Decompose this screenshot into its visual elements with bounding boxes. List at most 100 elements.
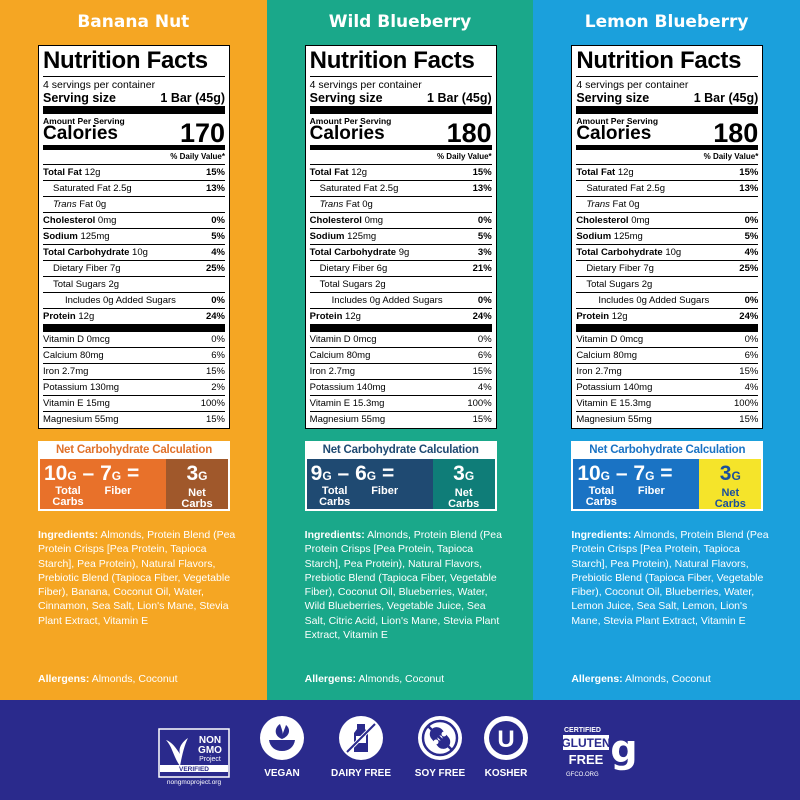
equals-sign: = [381,462,395,485]
ingredients-text: Ingredients: Almonds, Protein Blend (Pea… [38,528,238,628]
vitamin-row: Potassium 140mg 4% [576,380,759,396]
nutrient-dv: 13% [739,183,759,194]
gluten-line3: FREE [569,752,604,767]
net-carb-equation-text: 10G – 7G = [44,462,139,488]
vitamin-label: Vitamin E 15.3mg [309,398,385,409]
vitamin-label: Magnesium 55mg [576,414,652,425]
serving-size-row: Serving size 1 Bar (45g) [576,91,759,114]
nutrient-label: Includes 0g Added Sugars [65,295,176,306]
added-sugars-row: Includes 0g Added Sugars 0% [576,293,759,309]
nutrient-amount: 0mg [97,215,117,226]
vitamin-row: Iron 2.7mg 15% [43,364,225,380]
nutrient-label: Sodium [309,231,345,242]
net-carb-equation-text: 9G – 6G = [311,462,395,488]
nutrient-dv: 13% [205,183,225,194]
ingredients-text: Ingredients: Almonds, Protein Blend (Pea… [305,528,505,642]
ingredients-list: Almonds, Protein Blend (Pea Protein Cris… [304,529,502,642]
net-carb-result: 3G Net Carbs [166,459,228,510]
nutrient-label: Includes 0g Added Sugars [331,295,443,306]
net-carb-number: 3G [719,462,741,485]
total-carb-number: 10 [577,462,601,485]
calories-label: Calories [576,123,652,144]
gluten-certified: CERTIFIED [564,727,601,734]
gluten-free-badge: CERTIFIED GLUTEN FREE g GFCO.ORG [562,724,640,780]
vitamin-dv: 15% [472,366,492,377]
ingredients-label: Ingredients: [571,529,632,541]
total-carb-row: Total Carbohydrate 10g 4% [43,245,225,261]
net-carbs-label: Net Carbs [714,487,746,510]
allergens-list: Almonds, Coconut [356,673,445,685]
nutrient-label: Total Carbohydrate [43,247,130,258]
net-carbs-label: Net Carbs [181,487,213,510]
gluten-letter: g [610,727,637,771]
serving-size-value: 1 Bar (45g) [693,91,759,105]
flavor-title: Lemon Blueberry [584,12,749,32]
product-column-wild-blueberry: Wild Blueberry Nutrition Facts 4 serving… [266,0,534,700]
soybean-crossed-icon [418,716,462,760]
nutrient-amount: 12g [617,167,634,178]
nutrient-label: Cholesterol [309,215,362,226]
servings-per-container: 4 servings per container [576,79,689,91]
net-carb-equation: 10G – 7G = Total Carbs Fiber [573,459,700,509]
nutrient-amount: 10g [665,247,682,258]
serving-size-label: Serving size [576,91,650,105]
vitamin-label: Magnesium 55mg [309,414,386,425]
nutrient-dv: 25% [205,263,225,274]
nutrient-label: Saturated Fat 2.5g [586,183,666,194]
allergens-text: Allergens: Almonds, Coconut [571,672,781,686]
dietary-fiber-row: Dietary Fiber 6g 21% [309,261,492,277]
net-carb-equation: 10G – 7G = Total Carbs Fiber [40,459,166,509]
amount-per-serving: Amount Per Serving [43,116,125,126]
flavor-title: Wild Blueberry [328,12,472,32]
total-carbs-label: Total Carbs [52,485,84,508]
added-sugars-row: Includes 0g Added Sugars 0% [309,293,492,309]
kosher-u-icon: U [484,716,528,760]
product-column-lemon-blueberry: Lemon Blueberry Nutrition Facts 4 servin… [533,0,800,700]
nutrient-dv: 5% [211,231,225,242]
net-carb-number: 3G [186,462,208,485]
nutrient-amount: 125mg [347,231,377,242]
vegan-badge: VEGAN [252,714,312,780]
non-gmo-line2: GMO [198,745,222,756]
vitamin-row: Calcium 80mg 6% [576,348,759,364]
serving-size-row: Serving size 1 Bar (45g) [309,91,492,114]
calories-row: Calories 170 [43,120,225,150]
fiber-label: Fiber [371,485,399,497]
equals-sign: = [126,462,140,485]
net-carb-calculation: 10G – 7G = Total Carbs Fiber 3G Net Carbs [573,459,762,510]
nutrient-label: Saturated Fat 2.5g [319,183,399,194]
nutrient-amount: 12g [351,167,368,178]
sodium-row: Sodium 125mg 5% [309,229,492,245]
nutrition-facts-title: Nutrition Facts [43,49,225,77]
vitamin-label: Vitamin E 15.3mg [576,398,652,409]
unit: G [67,469,77,483]
product-column-banana-nut: Banana Nut Nutrition Facts 4 servings pe… [0,0,267,700]
daily-value-header: % Daily Value* [309,150,492,165]
vitamin-dv: 0% [744,334,759,345]
soy-free-badge: SOY FREE [402,714,478,780]
nutrient-dv: 0% [477,215,492,226]
total-carb-number: 10 [44,462,68,485]
vitamin-dv: 4% [744,382,759,393]
vitamin-list: Vitamin D 0mcg 0% Calcium 80mg 6% Iron 2.7mg… [576,332,759,428]
vitamin-dv: 100% [467,398,492,409]
added-sugars-row: Includes 0g Added Sugars 0% [43,293,225,309]
net-carb-box: Net Carbohydrate Calculation 10G – 7G = … [571,441,764,511]
calories-row: Calories 180 [309,120,492,150]
vitamin-row: Magnesium 55mg 15% [576,412,758,428]
saturated-fat-row: Saturated Fat 2.5g 13% [576,181,759,197]
gluten-free-g-icon: CERTIFIED GLUTEN FREE g GFCO.ORG [562,727,638,778]
vitamin-dv: 4% [477,382,492,393]
ingredients-label: Ingredients: [38,529,99,541]
vitamin-dv: 6% [211,350,225,361]
leaf-bowl-icon [260,716,304,760]
vitamin-label: Calcium 80mg [309,350,371,361]
vitamin-dv: 15% [739,414,759,425]
protein-row: Protein 12g 24% [576,309,759,332]
gluten-url: GFCO.ORG [566,772,599,778]
cholesterol-row: Cholesterol 0mg 0% [576,213,759,229]
serving-size-row: Serving size 1 Bar (45g) [43,91,225,114]
nutrition-facts-title: Nutrition Facts [576,49,759,77]
sodium-row: Sodium 125mg 5% [576,229,759,245]
nutrient-label: Total Fat [43,167,82,178]
